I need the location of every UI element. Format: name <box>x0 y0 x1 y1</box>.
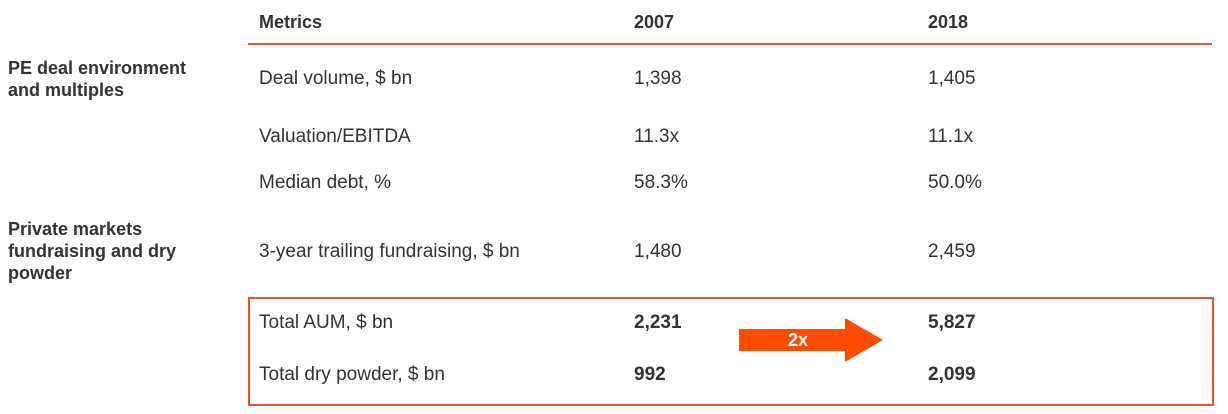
row-dry-powder-metric: Total dry powder, $ bn <box>259 364 445 385</box>
row-median-debt-2018: 50.0% <box>928 172 982 193</box>
header-metrics: Metrics <box>259 12 323 32</box>
row-deal-volume-2018: 1,405 <box>928 68 976 89</box>
row-total-aum-2018: 5,827 <box>928 312 976 333</box>
category-private-markets: Private markets fundraising and dry powd… <box>8 218 176 284</box>
header-divider <box>248 43 1212 45</box>
category-pe-deal: PE deal environment and multiples <box>8 57 186 101</box>
highlight-box <box>248 297 1214 406</box>
row-deal-volume-metric: Deal volume, $ bn <box>259 68 413 89</box>
header-2018: 2018 <box>928 12 969 32</box>
row-median-debt-2007: 58.3% <box>634 172 688 193</box>
row-median-debt-metric: Median debt, % <box>259 172 392 193</box>
category-private-markets-line-1: Private markets <box>8 219 143 239</box>
row-total-aum-metric: Total AUM, $ bn <box>259 312 394 333</box>
row-valuation-2018: 11.1x <box>928 126 974 147</box>
row-dry-powder-2018: 2,099 <box>928 364 976 385</box>
row-fundraising-metric: 3-year trailing fundraising, $ bn <box>259 241 520 262</box>
row-total-aum-2007: 2,231 <box>634 312 682 333</box>
row-fundraising-2018: 2,459 <box>928 241 976 262</box>
growth-arrow-label: 2x <box>787 330 809 350</box>
category-private-markets-line-3: powder <box>8 263 73 283</box>
growth-arrow-icon <box>739 318 883 362</box>
row-deal-volume-2007: 1,398 <box>634 68 682 89</box>
row-fundraising-2007: 1,480 <box>634 241 682 262</box>
header-2007: 2007 <box>634 12 675 32</box>
row-dry-powder-2007: 992 <box>634 364 666 385</box>
category-pe-deal-line-2: and multiples <box>8 80 125 100</box>
category-pe-deal-line-1: PE deal environment <box>8 58 187 78</box>
row-valuation-2007: 11.3x <box>634 126 680 147</box>
row-valuation-metric: Valuation/EBITDA <box>259 126 411 147</box>
category-private-markets-line-2: fundraising and dry <box>8 241 177 261</box>
